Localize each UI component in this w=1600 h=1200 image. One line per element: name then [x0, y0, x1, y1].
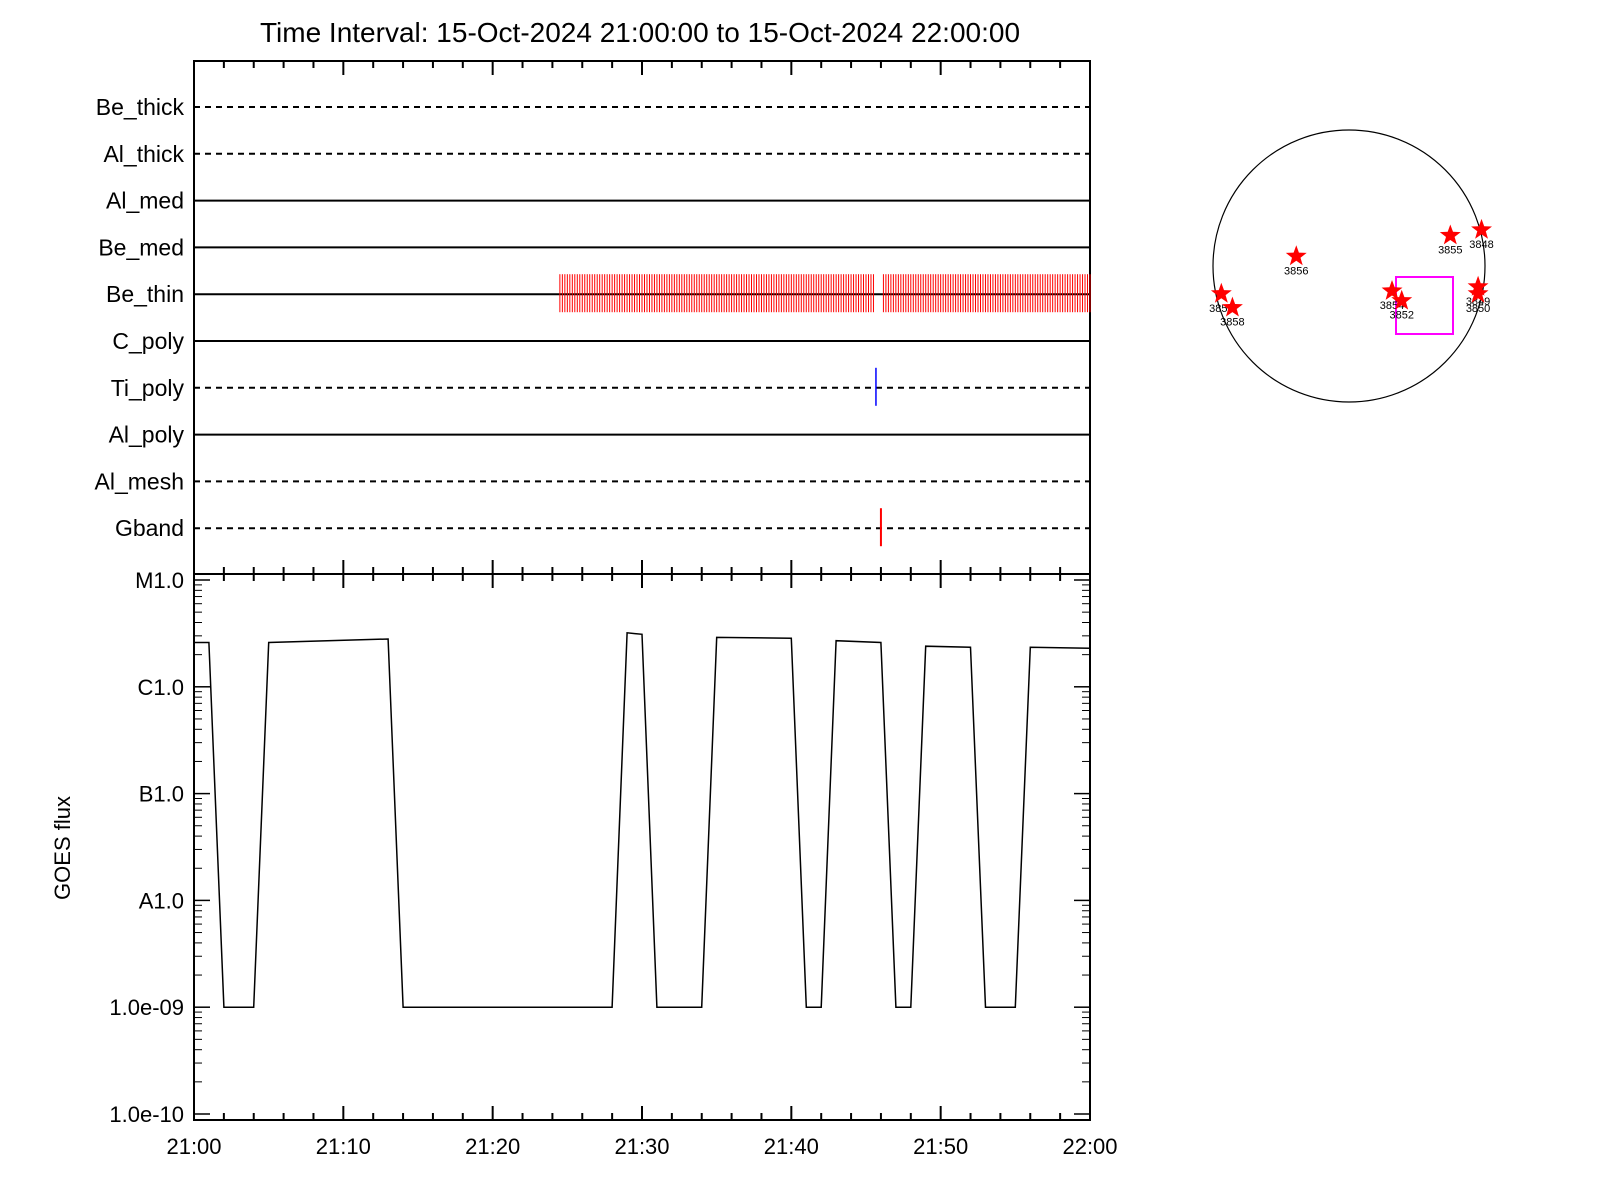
goes-y-tick-label: B1.0	[139, 782, 184, 807]
goes-x-tick-label: 21:30	[614, 1134, 669, 1159]
solar-disk	[1212, 129, 1486, 403]
goes-flux-panel: 1.0e-10 1.0e-09 A1.0 B1.0 C1.0 M1.0 21:00 21:1…	[50, 568, 1118, 1159]
chart-title: Time Interval: 15-Oct-2024 21:00:00 to 1…	[260, 17, 1020, 48]
active-region-star	[1210, 282, 1232, 303]
goes-x-tick-label: 22:00	[1062, 1134, 1117, 1159]
goes-panel-frame	[193, 573, 1091, 1121]
active-region-star	[1285, 245, 1307, 266]
filter-label: Be_thin	[106, 281, 184, 307]
filter-label: Al_poly	[109, 422, 185, 448]
active-region-label: 3858	[1220, 317, 1244, 329]
filter-label: Al_thick	[103, 141, 184, 167]
filter-label: Al_mesh	[95, 468, 184, 494]
goes-y-tick-label: 1.0e-09	[109, 995, 184, 1020]
goes-flux-line	[194, 631, 1091, 1008]
active-region-label: 3850	[1466, 303, 1490, 315]
filter-label: C_poly	[112, 328, 184, 354]
filter-label: Ti_poly	[111, 375, 185, 401]
filter-panel-frame	[193, 60, 1091, 575]
active-region-label: 3852	[1389, 310, 1413, 322]
goes-y-tick-label: C1.0	[138, 675, 184, 700]
active-region-star	[1439, 224, 1461, 245]
filter-label: Al_med	[106, 188, 184, 214]
filter-label: Be_thick	[96, 94, 185, 120]
active-region-star	[1391, 289, 1413, 310]
goes-x-tick-label: 21:10	[316, 1134, 371, 1159]
active-region-star	[1471, 218, 1492, 239]
active-region-label: 3856	[1284, 265, 1308, 277]
filter-label: Be_med	[98, 234, 184, 260]
goes-x-tick-label: 21:00	[166, 1134, 221, 1159]
active-region-star	[1381, 280, 1403, 300]
filter-label: Gband	[115, 515, 184, 541]
goes-y-tick-label: A1.0	[139, 888, 184, 913]
active-region-label: 3848	[1469, 239, 1493, 251]
goes-y-tick-label: 1.0e-10	[109, 1102, 184, 1127]
goes-x-tick-label: 21:20	[465, 1134, 520, 1159]
active-region-star	[1467, 282, 1489, 303]
active-region-label: 3855	[1438, 244, 1462, 256]
goes-x-tick-label: 21:50	[913, 1134, 968, 1159]
field-of-view-box	[1395, 276, 1454, 335]
active-region-star	[1222, 296, 1243, 317]
active-region-label: 3849	[1466, 296, 1490, 308]
goes-x-tick-label: 21:40	[764, 1134, 819, 1159]
filter-timeline-panel: Be_thick Al_thick Al_med Be_med Be_thin C_pol…	[95, 60, 1091, 575]
goes-y-axis-label: GOES flux	[50, 796, 75, 900]
goes-y-tick-label: M1.0	[135, 568, 184, 593]
